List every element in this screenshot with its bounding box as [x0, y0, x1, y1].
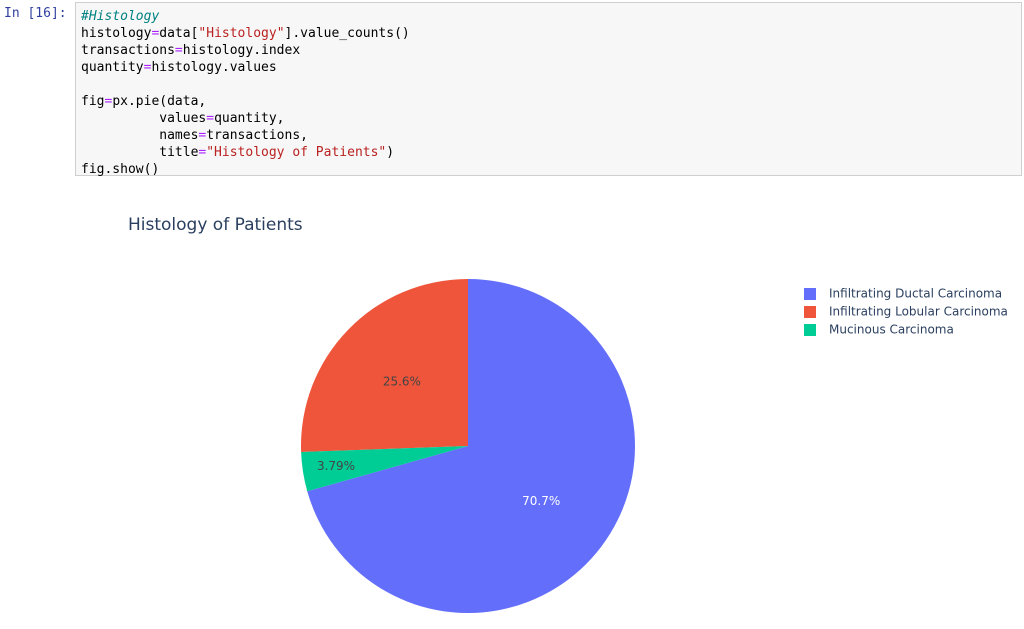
slice-label: 3.79%: [317, 459, 355, 473]
code-token: fig: [81, 94, 105, 109]
legend-swatch: [804, 288, 816, 300]
chart: Histology of Patients 70.7% 25.6% 3.79% Inf…: [128, 215, 1008, 613]
code-token: ): [386, 145, 395, 160]
code-line: names=transactions,: [81, 127, 1016, 144]
code-token: quantity,: [214, 111, 285, 126]
code-line: #Histology: [81, 8, 1016, 25]
code-line: values=quantity,: [81, 110, 1016, 127]
code-token: transactions: [81, 43, 175, 58]
code-token: quantity: [81, 60, 144, 75]
code-token: names: [81, 128, 199, 143]
pie-slice: [301, 279, 468, 453]
code-token: "Histology": [198, 26, 285, 41]
pie-slice: [307, 279, 635, 613]
code-token: =: [206, 111, 215, 126]
legend-label: Infiltrating Ductal Carcinoma: [829, 287, 1002, 301]
code-token: px.pie(data,: [112, 94, 207, 109]
code-token: =: [198, 145, 207, 160]
legend-swatch: [804, 324, 816, 336]
code-token: title: [81, 145, 199, 160]
code-token: data[: [159, 26, 199, 41]
code-token: fig.show(): [81, 162, 160, 177]
code-cell[interactable]: #Histology histology=data["Histology"].va…: [75, 2, 1022, 178]
slice-label: 25.6%: [383, 375, 421, 389]
code-token: histology.index: [182, 43, 301, 58]
legend-label: Mucinous Carcinoma: [829, 323, 954, 337]
code-token: values: [81, 111, 207, 126]
code-token: histology: [81, 26, 152, 41]
code-block: #Histology histology=data["Histology"].va…: [81, 8, 1016, 76]
cell-prompt: In [16]:: [4, 6, 67, 21]
chart-title: Histology of Patients: [128, 215, 303, 235]
code-token: =: [174, 43, 183, 58]
legend-label: Infiltrating Lobular Carcinoma: [829, 305, 1008, 319]
code-line: transactions=histology.index: [81, 42, 1016, 59]
code-token: =: [104, 94, 113, 109]
code-token: =: [198, 128, 207, 143]
code-token: histology.values: [151, 60, 277, 75]
code-line: fig=px.pie(data,: [81, 93, 1016, 110]
code-token: transactions,: [206, 128, 308, 143]
legend-swatch: [804, 306, 816, 318]
code-token: #Histology: [81, 9, 160, 24]
code-token: "Histology of Patients": [206, 145, 387, 160]
code-token: =: [151, 26, 160, 41]
code-line: title="Histology of Patients"): [81, 144, 1016, 161]
code-token: =: [143, 60, 152, 75]
code-block: fig=px.pie(data, values=quantity, names=…: [81, 93, 1016, 178]
slice-label: 70.7%: [522, 494, 560, 508]
code-line: fig.show(): [81, 161, 1016, 178]
pie-slice: [301, 446, 468, 492]
code-line: quantity=histology.values: [81, 59, 1016, 76]
code-token: ].value_counts(): [284, 26, 410, 41]
code-line: histology=data["Histology"].value_counts…: [81, 25, 1016, 42]
